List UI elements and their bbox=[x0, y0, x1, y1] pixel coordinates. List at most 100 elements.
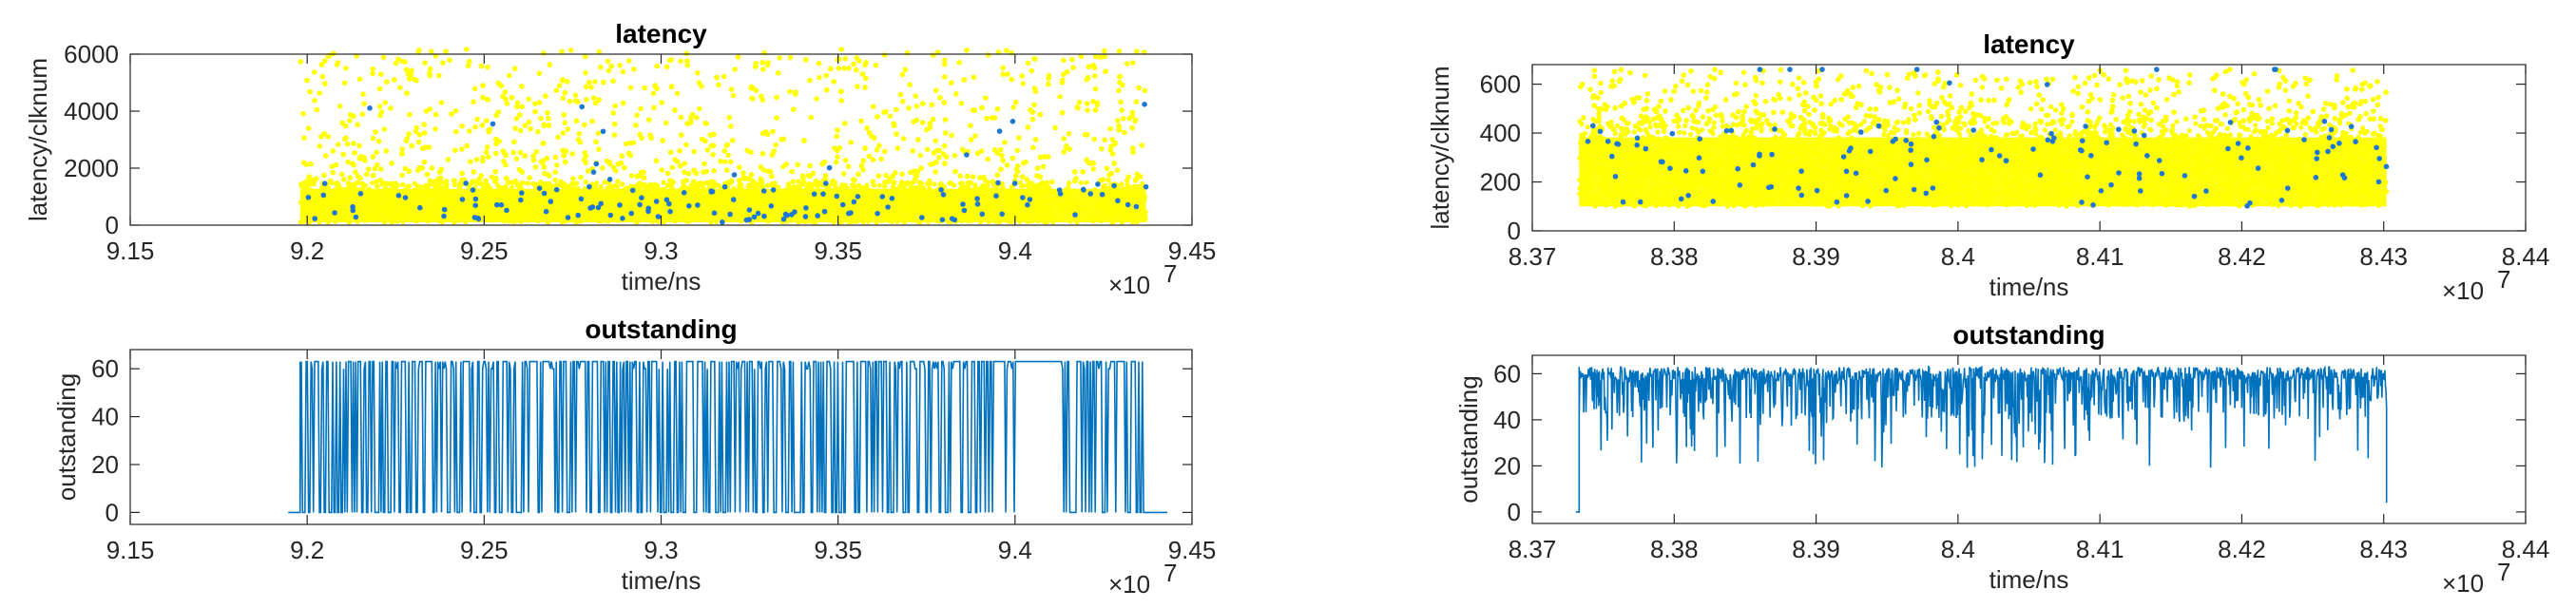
latency-spike-point bbox=[341, 80, 348, 86]
latency-spike-point bbox=[416, 132, 423, 138]
latency-spike-point bbox=[501, 159, 507, 164]
latency-point bbox=[1044, 184, 1049, 190]
latency-spike-point bbox=[433, 126, 438, 132]
latency-point bbox=[1797, 125, 1803, 131]
latency-spike-point bbox=[870, 157, 876, 162]
latency-spike-point bbox=[1030, 144, 1036, 151]
latency-point bbox=[620, 181, 625, 187]
latency-spike-point bbox=[949, 80, 954, 86]
latency-spike-point bbox=[1041, 154, 1048, 160]
latency-point bbox=[815, 183, 820, 189]
latency-spike-point bbox=[1057, 94, 1063, 100]
latency-point bbox=[856, 182, 862, 188]
sampled-point bbox=[595, 204, 602, 211]
latency-spike-point bbox=[1111, 161, 1118, 166]
latency-spike-point bbox=[380, 54, 387, 61]
sampled-point bbox=[711, 210, 718, 216]
x-tick-label: 9.15 bbox=[106, 237, 155, 265]
latency-spike-point bbox=[613, 167, 619, 174]
latency-spike-point bbox=[558, 179, 564, 184]
latency-spike-point bbox=[470, 179, 475, 184]
sampled-point bbox=[587, 205, 593, 211]
latency-spike-point bbox=[547, 62, 553, 67]
latency-spike-point bbox=[416, 164, 423, 171]
latency-spike-point bbox=[1061, 149, 1067, 155]
latency-spike-point bbox=[533, 148, 540, 155]
latency-point bbox=[1020, 183, 1026, 189]
sampled-point bbox=[332, 210, 337, 216]
latency-spike-point bbox=[1025, 124, 1031, 130]
latency-spike-point bbox=[787, 88, 793, 95]
latency-spike-point bbox=[1029, 116, 1036, 123]
latency-point bbox=[2163, 127, 2169, 133]
latency-point bbox=[1911, 132, 1916, 138]
latency-spike-point bbox=[1076, 99, 1083, 105]
latency-spike-point bbox=[854, 66, 859, 73]
sampled-point bbox=[846, 210, 852, 217]
latency-spike-point bbox=[983, 95, 989, 101]
latency-spike-point bbox=[769, 152, 776, 158]
latency-spike-point bbox=[674, 90, 681, 97]
latency-spike-point bbox=[427, 66, 433, 72]
latency-point bbox=[932, 181, 937, 187]
sampled-point bbox=[681, 190, 687, 196]
sampled-point bbox=[919, 215, 925, 220]
latency-spike-point bbox=[876, 142, 882, 149]
latency-spike-point bbox=[443, 48, 449, 54]
latency-spike-point bbox=[875, 114, 880, 120]
latency-spike-point bbox=[325, 53, 332, 60]
latency-spike-point bbox=[710, 142, 716, 148]
latency-point bbox=[703, 180, 709, 186]
latency-spike-point bbox=[352, 150, 357, 156]
latency-spike-point bbox=[894, 106, 899, 113]
sampled-point bbox=[593, 161, 600, 167]
latency-point bbox=[2148, 127, 2154, 133]
latency-spike-point bbox=[510, 149, 517, 156]
latency-spike-point bbox=[936, 155, 942, 161]
sampled-point bbox=[964, 152, 970, 158]
latency-spike-point bbox=[810, 170, 817, 177]
latency-spike-point bbox=[1061, 71, 1067, 77]
latency-point bbox=[2202, 123, 2208, 128]
latency-point bbox=[530, 180, 536, 186]
x-multiplier-base: ×10 bbox=[1108, 271, 1150, 299]
latency-spike-point bbox=[431, 179, 437, 185]
latency-spike-point bbox=[807, 162, 813, 169]
latency-spike-point bbox=[355, 122, 361, 127]
latency-spike-point bbox=[622, 164, 627, 171]
latency-point bbox=[1646, 120, 1652, 125]
latency-spike-point bbox=[343, 66, 349, 71]
latency-spike-point bbox=[330, 148, 336, 154]
x-tick-label: 9.3 bbox=[644, 536, 678, 564]
latency-spike-point bbox=[813, 178, 819, 184]
sampled-point bbox=[490, 121, 496, 127]
sampled-point bbox=[727, 211, 733, 218]
latency-point bbox=[369, 180, 375, 186]
latency-spike-point bbox=[1116, 123, 1122, 129]
latency-spike-point bbox=[377, 112, 383, 119]
latency-spike-point bbox=[1005, 71, 1010, 77]
latency-spike-point bbox=[546, 123, 552, 128]
sampled-point bbox=[606, 177, 613, 182]
latency-spike-point bbox=[907, 82, 913, 87]
latency-spike-point bbox=[859, 71, 866, 77]
latency-spike-point bbox=[659, 100, 665, 105]
sampled-point bbox=[1133, 203, 1140, 210]
latency-spike-point bbox=[347, 118, 353, 124]
latency-spike-point bbox=[750, 86, 756, 91]
latency-spike-point bbox=[769, 173, 775, 180]
latency-spike-point bbox=[561, 112, 567, 118]
sampled-point bbox=[663, 197, 670, 202]
latency-spike-point bbox=[317, 90, 323, 96]
latency-spike-point bbox=[578, 174, 584, 180]
latency-spike-point bbox=[314, 106, 320, 113]
latency-spike-point bbox=[619, 153, 625, 160]
latency-spike-point bbox=[584, 97, 589, 103]
latency-spike-point bbox=[668, 84, 675, 89]
chart-title: outstanding bbox=[585, 314, 737, 344]
latency-spike-point bbox=[459, 170, 465, 177]
sampled-point bbox=[617, 202, 623, 208]
data-layer bbox=[298, 47, 1149, 225]
latency-spike-point bbox=[501, 150, 508, 156]
latency-spike-point bbox=[541, 164, 548, 170]
